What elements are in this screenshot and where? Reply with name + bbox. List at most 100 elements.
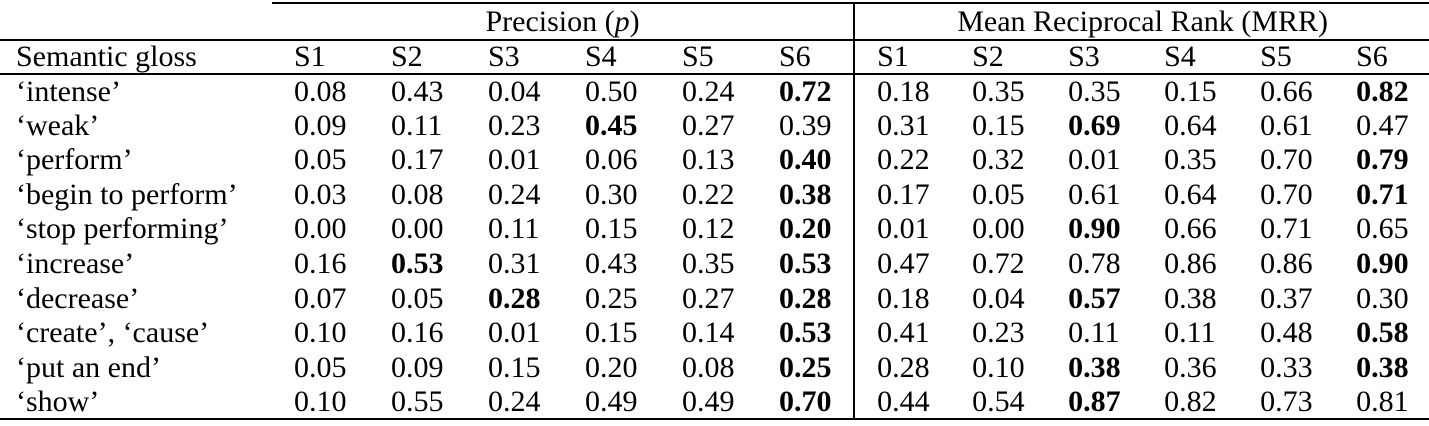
precision-value-cell: 0.49 xyxy=(660,384,757,421)
precision-value-cell: 0.53 xyxy=(391,247,444,281)
precision-value-cell: 0.70 xyxy=(757,384,855,421)
table-row: ‘show’ 0.10 0.55 0.24 0.49 0.49 0.70 0.44 0.54 0.… xyxy=(0,384,1429,421)
precision-value-cell: 0.10 xyxy=(294,316,347,350)
precision-value-cell: 0.03 xyxy=(294,177,347,211)
precision-value-cell: 0.16 xyxy=(294,247,347,281)
mrr-value-cell: 0.33 xyxy=(1260,350,1313,384)
mrr-value-cell: 0.61 xyxy=(1260,108,1313,142)
precision-value-cell: 0.22 xyxy=(682,177,735,211)
precision-value-cell: 0.09 xyxy=(294,108,347,142)
mrr-value-cell: 0.61 xyxy=(1068,177,1121,211)
precision-value-cell: 0.28 xyxy=(779,281,832,315)
mrr-value-cell: 0.58 xyxy=(1356,316,1409,350)
semantic-gloss-cell: ‘weak’ xyxy=(16,108,100,142)
column-header-mrr-s1: S1 xyxy=(853,40,951,75)
precision-value-cell: 0.39 xyxy=(779,108,832,142)
semantic-gloss-cell: ‘decrease’ xyxy=(16,281,140,315)
precision-value-cell: 0.31 xyxy=(488,247,541,281)
precision-value-cell: 0.08 xyxy=(391,177,444,211)
table-row: ‘intense’ 0.08 0.43 0.04 0.50 0.24 0.72 0.18 0.3… xyxy=(0,73,1429,109)
semantic-gloss-cell: ‘intense’ xyxy=(16,74,121,108)
precision-value-cell: 0.15 xyxy=(585,316,638,350)
semantic-gloss-cell: ‘show’ xyxy=(0,384,272,421)
mrr-value-cell: 0.82 xyxy=(1356,74,1409,108)
table-row: ‘decrease’ 0.07 0.05 0.28 0.25 0.27 0.28 0.18 0.… xyxy=(0,281,1429,316)
mrr-value-cell: 0.64 xyxy=(1164,177,1217,211)
mrr-value-cell: 0.47 xyxy=(1356,108,1409,142)
mrr-value-cell: 0.90 xyxy=(1068,212,1121,246)
precision-value-cell: 0.20 xyxy=(585,350,638,384)
mrr-value-cell: 0.64 xyxy=(1164,108,1217,142)
precision-value-cell: 0.00 xyxy=(391,212,444,246)
mrr-value-cell: 0.35 xyxy=(972,74,1025,108)
precision-value-cell: 0.55 xyxy=(369,384,466,421)
mrr-value-cell: 0.32 xyxy=(972,143,1025,177)
table-row: ‘begin to perform’ 0.03 0.08 0.24 0.30 0.22 0.… xyxy=(0,177,1429,212)
precision-value-cell: 0.13 xyxy=(682,143,735,177)
mrr-value-cell: 0.71 xyxy=(1356,177,1409,211)
mrr-value-cell: 0.66 xyxy=(1164,212,1217,246)
group-header-mrr: Mean Reciprocal Rank (MRR) xyxy=(853,2,1429,41)
mrr-value-cell: 0.04 xyxy=(972,281,1025,315)
table-row: ‘create’, ‘cause’ 0.10 0.16 0.01 0.15 0.14 0.5… xyxy=(0,315,1429,351)
mrr-value-cell: 0.73 xyxy=(1238,384,1335,421)
mrr-value-cell: 0.65 xyxy=(1356,212,1409,246)
mrr-value-cell: 0.18 xyxy=(853,281,951,316)
semantic-gloss-cell: ‘increase’ xyxy=(16,247,135,281)
mrr-value-cell: 0.38 xyxy=(1068,350,1121,384)
precision-value-cell: 0.15 xyxy=(488,350,541,384)
mrr-value-cell: 0.35 xyxy=(1164,143,1217,177)
precision-value-cell: 0.43 xyxy=(391,74,444,108)
mrr-value-cell: 0.11 xyxy=(1068,316,1120,350)
mrr-value-cell: 0.05 xyxy=(972,177,1025,211)
precision-value-cell: 0.24 xyxy=(488,177,541,211)
mrr-value-cell: 0.69 xyxy=(1068,108,1121,142)
mrr-value-cell: 0.23 xyxy=(972,316,1025,350)
precision-value-cell: 0.08 xyxy=(682,350,735,384)
mrr-value-cell: 0.10 xyxy=(972,350,1025,384)
column-header-precision-s5: S5 xyxy=(660,40,757,75)
mrr-value-cell: 0.28 xyxy=(853,350,951,385)
mrr-value-cell: 0.15 xyxy=(972,108,1025,142)
column-header-mrr-s2: S2 xyxy=(950,40,1047,75)
mrr-value-cell: 0.86 xyxy=(1260,247,1313,281)
precision-value-cell: 0.05 xyxy=(391,281,444,315)
mrr-value-cell: 0.00 xyxy=(972,212,1025,246)
precision-value-cell: 0.11 xyxy=(488,212,540,246)
mrr-value-cell: 0.70 xyxy=(1260,143,1313,177)
precision-value-cell: 0.12 xyxy=(682,212,735,246)
precision-label-prefix: Precision ( xyxy=(485,4,615,38)
precision-value-cell: 0.50 xyxy=(585,74,638,108)
precision-value-cell: 0.38 xyxy=(779,177,832,211)
table-row: ‘stop performing’ 0.00 0.00 0.11 0.15 0.12 0.2… xyxy=(0,211,1429,247)
precision-value-cell: 0.10 xyxy=(272,384,369,421)
semantic-gloss-cell: ‘begin to perform’ xyxy=(16,177,238,211)
column-header-mrr-s4: S4 xyxy=(1142,40,1239,75)
mrr-value-cell: 0.57 xyxy=(1068,281,1121,315)
precision-value-cell: 0.24 xyxy=(466,384,563,421)
precision-value-cell: 0.14 xyxy=(682,316,735,350)
mrr-value-cell: 0.36 xyxy=(1164,350,1217,384)
mrr-value-cell: 0.38 xyxy=(1164,281,1217,315)
precision-value-cell: 0.53 xyxy=(779,247,832,281)
precision-value-cell: 0.27 xyxy=(682,281,735,315)
precision-value-cell: 0.11 xyxy=(391,108,443,142)
mrr-value-cell: 0.17 xyxy=(853,177,951,212)
column-header-mrr-s6: S6 xyxy=(1334,40,1429,75)
mrr-value-cell: 0.15 xyxy=(1164,74,1217,108)
mrr-value-cell: 0.79 xyxy=(1356,143,1409,177)
mrr-value-cell: 0.66 xyxy=(1260,74,1313,108)
mrr-value-cell: 0.44 xyxy=(853,384,951,421)
column-header-mrr-s5: S5 xyxy=(1238,40,1335,75)
mrr-value-cell: 0.01 xyxy=(1068,143,1121,177)
table-row: ‘perform’ 0.05 0.17 0.01 0.06 0.13 0.40 0.22 0.3… xyxy=(0,142,1429,178)
precision-value-cell: 0.00 xyxy=(294,212,347,246)
group-header-precision: Precision (p) xyxy=(272,2,855,41)
table-body: ‘intense’ 0.08 0.43 0.04 0.50 0.24 0.72 0.18 0.3… xyxy=(0,73,1429,421)
precision-value-cell: 0.27 xyxy=(682,108,735,142)
precision-value-cell: 0.05 xyxy=(294,143,347,177)
precision-value-cell: 0.09 xyxy=(391,350,444,384)
mrr-value-cell: 0.70 xyxy=(1260,177,1313,211)
column-header-semantic-gloss: Semantic gloss xyxy=(0,40,272,75)
